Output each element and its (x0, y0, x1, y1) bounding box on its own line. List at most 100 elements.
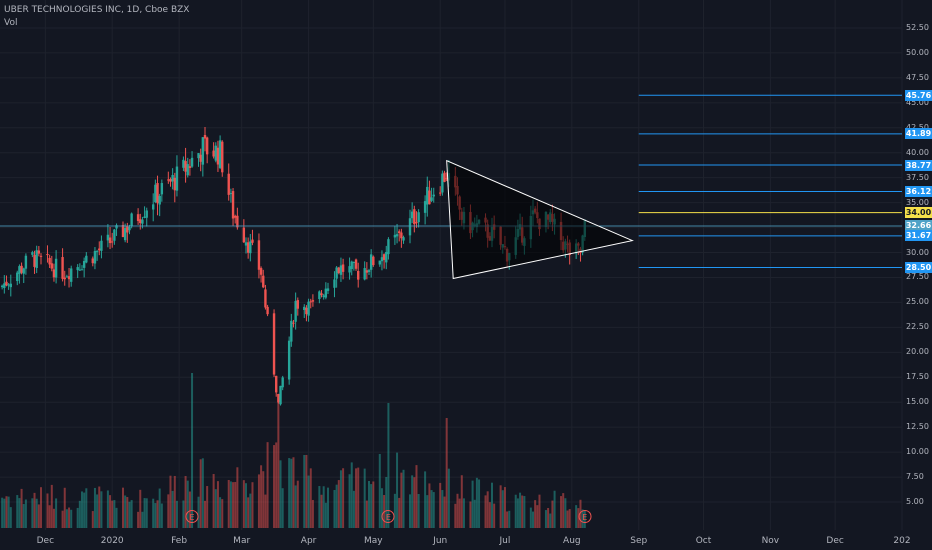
volume-bar (396, 452, 399, 528)
volume-bar (221, 499, 224, 528)
candle-body (266, 306, 269, 315)
volume-bar (154, 503, 157, 528)
volume-bar (445, 418, 448, 528)
volume-bar (322, 486, 325, 528)
candle-body (167, 179, 170, 181)
candle-body (91, 258, 94, 264)
time-axis-label: Dec (36, 536, 55, 546)
candle-body (20, 265, 23, 273)
candle-body (279, 385, 282, 405)
price-axis-label: 5.00 (906, 497, 924, 507)
candle-body (98, 248, 101, 251)
candle-body (139, 219, 142, 224)
volume-bar (430, 490, 433, 528)
volume-bar (212, 473, 215, 528)
candle-body (186, 164, 189, 176)
candle-body (175, 166, 179, 191)
volume-bar (378, 453, 381, 528)
candle-body (292, 322, 295, 324)
candle-body (262, 275, 265, 288)
candle-body (199, 154, 202, 162)
candle-body (221, 141, 224, 173)
candle-body (3, 283, 6, 289)
volume-bar (156, 500, 159, 528)
volume-bar (100, 491, 103, 528)
time-axis-label: Oct (695, 536, 712, 546)
volume-bar (50, 484, 53, 528)
time-axis-label: Jun (433, 536, 448, 546)
candle-body (126, 226, 129, 233)
price-axis-label: 42.50 (906, 122, 929, 132)
triangle-drawing (446, 159, 634, 280)
volume-bar (387, 403, 390, 528)
price-level-tag: 41.89 (905, 128, 932, 140)
volume-bar (398, 497, 401, 528)
earnings-marker[interactable]: E (578, 510, 592, 523)
candle-body (227, 173, 230, 195)
volume-bar (40, 487, 42, 528)
symbol-title[interactable]: UBER TECHNOLOGIES INC, 1D, Cboe BZX (4, 5, 190, 15)
candle-body (430, 197, 433, 201)
volume-bar (277, 403, 280, 528)
volume-bar (357, 467, 360, 528)
price-level-tag: 36.12 (905, 185, 932, 197)
time-axis-label: 202 (893, 536, 911, 546)
time-axis-label: Jul (499, 536, 511, 546)
candle-body (115, 225, 118, 229)
candle-body (426, 186, 429, 205)
volume-bar (484, 495, 487, 528)
volume-bar (68, 507, 71, 528)
volume-bar (566, 510, 569, 528)
volume-bar (348, 474, 351, 528)
volume-bar (130, 500, 133, 528)
volume-bar (327, 487, 329, 528)
volume-bar (61, 510, 64, 528)
volume-bar (415, 465, 418, 528)
price-axis-label: 47.50 (906, 72, 929, 82)
candle-body (216, 147, 220, 165)
volume-bar (562, 493, 565, 528)
earnings-marker[interactable]: E (381, 510, 395, 523)
candle-body (378, 260, 381, 265)
candle-body (357, 271, 360, 280)
volume-bar (52, 508, 55, 528)
volume-bar (519, 492, 522, 528)
volume-bar (544, 510, 547, 528)
volume-bar (76, 507, 79, 528)
candle-body (287, 340, 291, 380)
volume-bar (380, 488, 383, 528)
candle-body (39, 255, 43, 257)
volume-bar (352, 490, 355, 528)
candle-body (70, 268, 73, 282)
volume-bar (143, 498, 146, 528)
price-axis-label: 7.50 (906, 472, 924, 482)
volume-bar (363, 468, 366, 528)
volume-bar (169, 475, 172, 528)
volume-bar (175, 500, 178, 528)
volume-bar (20, 488, 23, 528)
candle-body (408, 218, 412, 236)
time-axis-label: May (364, 536, 383, 546)
candle-body (93, 250, 97, 264)
candle-body (31, 252, 34, 255)
candle-body (385, 252, 388, 263)
candle-body (229, 193, 233, 195)
earnings-marker[interactable]: E (185, 510, 199, 523)
volume-bar (553, 490, 556, 528)
volume-bar (214, 489, 217, 528)
volume-bar (227, 479, 230, 528)
volume-bar (91, 511, 94, 528)
candle-body (395, 234, 399, 237)
candle-body (141, 219, 144, 224)
candle-body (16, 272, 19, 282)
volume-bar (439, 482, 442, 528)
volume-bar (460, 475, 463, 528)
volume-bar (499, 485, 502, 528)
candle-body (65, 276, 69, 278)
candle-body (413, 209, 416, 225)
price-axis-label: 10.00 (906, 447, 929, 457)
volume-bar (320, 494, 323, 528)
candle-body (197, 153, 200, 159)
candle-body (78, 269, 82, 271)
